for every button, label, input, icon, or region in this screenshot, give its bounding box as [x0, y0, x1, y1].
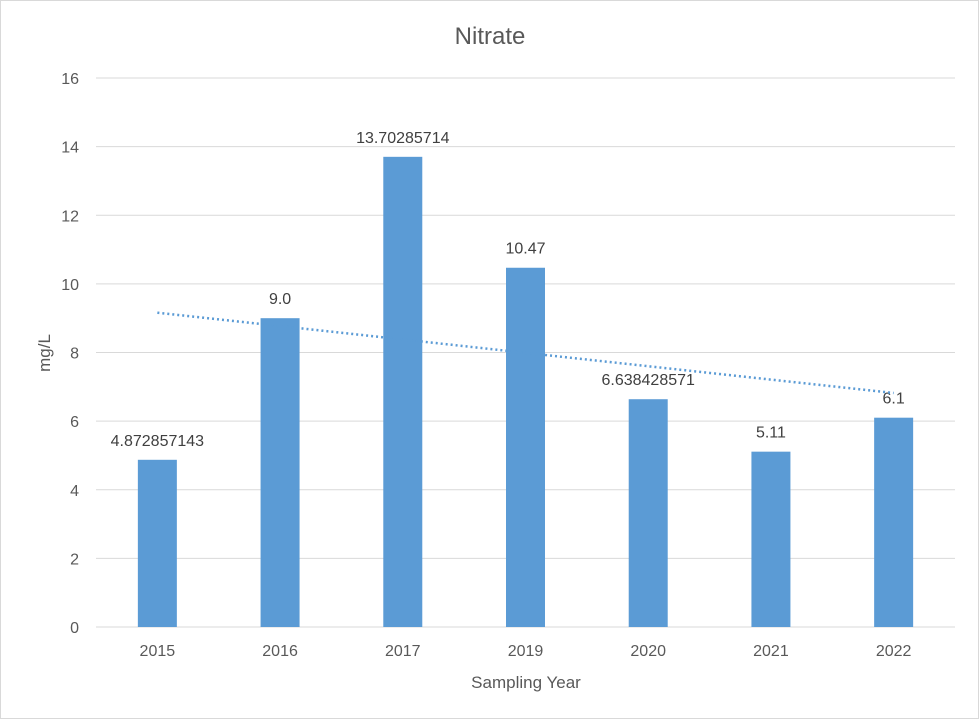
data-label-layer: 4.872857143 9.0 13.70285714 10.47 6.63842857…: [111, 130, 905, 450]
y-tick-label: 2: [70, 551, 79, 568]
trendline-layer: [157, 311, 894, 395]
data-label-2019: 10.47: [505, 241, 545, 258]
x-tick-label: 2020: [630, 643, 666, 660]
data-label-2022: 6.1: [883, 391, 905, 408]
data-label-2015: 4.872857143: [111, 433, 205, 450]
y-tick-label: 4: [70, 483, 79, 500]
x-axis-title: Sampling Year: [471, 673, 581, 692]
x-tick-label: 2021: [753, 643, 789, 660]
trendline: [157, 311, 894, 395]
y-tick-label: 0: [70, 620, 79, 637]
y-tick-label: 10: [61, 277, 79, 294]
bar-2017: [383, 156, 423, 627]
y-tick-label: 12: [61, 208, 79, 225]
y-tick-label: 6: [70, 414, 79, 431]
y-tick-label: 8: [70, 346, 79, 363]
x-tick-label: 2016: [262, 643, 298, 660]
bar-2022: [874, 417, 914, 627]
chart-title: Nitrate: [455, 23, 526, 50]
bar-2015: [137, 459, 177, 627]
data-label-2020: 6.638428571: [601, 372, 695, 389]
bar-layer: [137, 156, 914, 627]
y-axis-title: mg/L: [35, 334, 54, 372]
x-tick-label: 2019: [508, 643, 544, 660]
x-axis-ticks: 2015 2016 2017 2019 2020 2021 2022: [140, 643, 912, 660]
y-tick-label: 14: [61, 140, 79, 157]
data-label-2016: 9.0: [269, 291, 291, 308]
bar-2019: [506, 267, 545, 627]
y-tick-label: 16: [61, 71, 79, 88]
data-label-2017: 13.70285714: [356, 130, 450, 147]
x-tick-label: 2022: [876, 643, 912, 660]
data-label-2021: 5.11: [756, 425, 786, 442]
x-tick-label: 2017: [385, 643, 421, 660]
bar-2020: [628, 399, 668, 627]
x-tick-label: 2015: [140, 643, 176, 660]
y-axis-ticks: 0 2 4 6 8 10 12 14 16: [61, 71, 79, 637]
bar-2021: [751, 451, 791, 627]
bar-2016: [260, 318, 300, 627]
